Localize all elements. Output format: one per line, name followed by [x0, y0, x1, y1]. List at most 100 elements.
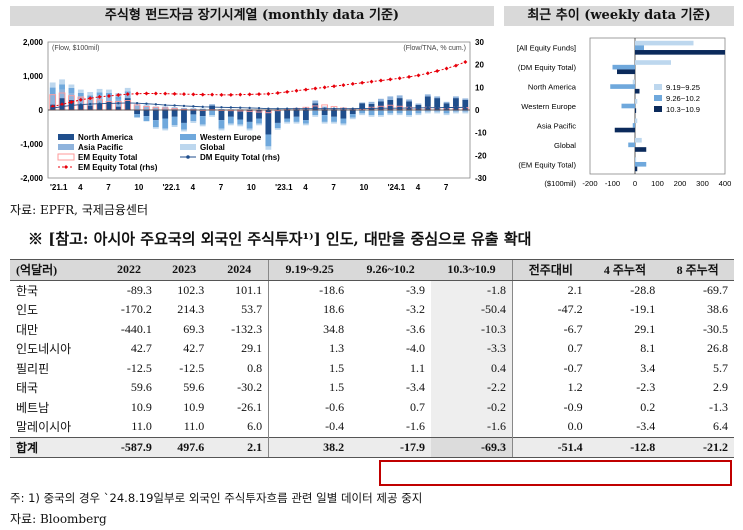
source-epfr: 자료: EPFR, 국제금융센터	[10, 203, 149, 217]
bar-global	[227, 123, 234, 126]
legend-label: EM Equity Total (rhs)	[78, 163, 158, 172]
bar-north-america	[171, 110, 178, 117]
legend-swatch	[654, 106, 662, 112]
dm-rhs-point	[220, 106, 223, 109]
table-cell: -51.4	[512, 436, 589, 458]
bar-10.3~10.9	[635, 147, 647, 152]
bar-north-america	[190, 110, 197, 115]
bar-10.3~10.9	[614, 127, 635, 133]
bar-global	[152, 127, 159, 129]
x-tick: 200	[674, 179, 687, 188]
footnote: 주: 1) 중국의 경우 `24.8.19일부로 외국인 주식투자흐름 관련 일…	[10, 491, 423, 505]
y-left-label: (Flow, $100mil)	[52, 45, 99, 52]
bar-asia-pacific	[396, 95, 403, 99]
em-rhs-point	[210, 92, 215, 97]
monthly-flow-chart: 2,000 1,000 0 -1,000 -2,000 30 20 10 0 -10 -20 -30 (…	[20, 38, 487, 192]
bar-north-america	[453, 98, 459, 110]
bar-global	[331, 121, 337, 124]
bar-asia-pacific	[143, 105, 150, 110]
bar-global	[87, 91, 94, 96]
y-right-tick: 10	[475, 83, 484, 92]
bar-asia-pacific	[152, 106, 159, 110]
x-tick: 100	[651, 179, 664, 188]
total-row: 합계 -587.9 497.6 2.1 38.2 -17.9 -69.3 -51.4 -12.8…	[10, 436, 734, 458]
bar-10.3~10.9	[635, 50, 725, 55]
column-header: 2023	[157, 259, 211, 281]
y-left-tick: -2,000	[20, 174, 43, 183]
table-cell: -0.2	[431, 397, 513, 417]
dm-rhs-point	[182, 104, 186, 108]
dm-rhs-point	[276, 107, 279, 110]
bar-global	[415, 113, 422, 116]
bar-north-america	[434, 98, 441, 110]
bar-north-america	[293, 110, 300, 117]
bar-asia-pacific	[424, 94, 431, 97]
bar-9.19~9.25	[635, 157, 637, 162]
bar-9.26~10.2	[621, 103, 635, 109]
legend-label: 10.3~10.9	[666, 105, 700, 114]
x-tick: '22.1	[163, 183, 181, 192]
x-tick: 300	[696, 179, 709, 188]
bar-western-europe	[359, 110, 366, 114]
bar-asia-pacific	[59, 89, 65, 99]
dm-rhs-point	[398, 106, 401, 110]
legend-marker	[64, 165, 68, 169]
dm-rhs-point	[295, 107, 298, 110]
bar-global	[434, 111, 441, 114]
bar-western-europe	[387, 110, 394, 114]
em-rhs-point	[388, 77, 393, 82]
em-rhs-point	[275, 91, 280, 95]
legend-swatch	[58, 134, 74, 140]
legend-marker	[186, 155, 190, 159]
table-cell: -28.8	[630, 282, 656, 297]
legend-swatch	[654, 95, 662, 101]
table-cell: 18.6	[268, 300, 351, 320]
row-label: 합계	[10, 436, 101, 458]
em-rhs-point	[322, 85, 327, 90]
x-tick: 7	[331, 183, 336, 192]
dm-rhs-point	[60, 105, 64, 108]
em-rhs-point	[435, 69, 440, 74]
row-label: 태국	[16, 381, 39, 396]
bar-global	[171, 125, 178, 127]
y-right-label: (Flow/TNA, % cum.)	[403, 45, 466, 52]
bar-western-europe	[162, 118, 169, 129]
bar-global	[359, 113, 366, 116]
bar-western-europe	[434, 110, 441, 112]
table-cell: 38.6	[707, 302, 728, 317]
table-cell: 0.8	[247, 360, 263, 375]
bar-9.19~9.25	[635, 137, 642, 143]
bar-global	[349, 117, 356, 120]
table-cell: 10.9	[183, 399, 205, 414]
right-chart-title: 최근 추이 (weekly data 기준)	[504, 6, 734, 26]
bar-global	[462, 111, 469, 114]
bar-asia-pacific	[359, 102, 366, 104]
bar-9.26~10.2	[635, 161, 647, 167]
bar-western-europe	[274, 122, 281, 129]
table-cell: -0.4	[268, 417, 351, 437]
bar-global	[49, 82, 56, 88]
bar-western-europe	[181, 122, 187, 130]
highlight-box	[379, 460, 732, 486]
table-cell: -30.2	[237, 380, 263, 395]
x-tick: 4	[191, 183, 196, 192]
em-rhs-point	[163, 91, 168, 96]
bar-north-america	[302, 110, 309, 121]
dm-rhs-point	[98, 102, 101, 105]
em-rhs-point	[116, 93, 121, 98]
bar-western-europe	[256, 118, 262, 124]
x-tick: 4	[416, 183, 421, 192]
dm-rhs-point	[304, 107, 308, 110]
table-cell: -3.6	[406, 321, 426, 336]
bar-global	[340, 123, 347, 126]
table-cell: 29.1	[241, 341, 263, 356]
column-header: 9.26~10.2	[350, 259, 432, 281]
bar-asia-pacific	[49, 94, 56, 105]
table-cell: 1.1	[410, 360, 426, 375]
bar-9.19~9.25	[635, 118, 638, 124]
table-row: 태국 59.6 59.6 -30.2 1.5 -3.4 -2.2 1.2 -2.3 2.9	[10, 378, 734, 398]
em-rhs-point	[69, 100, 74, 105]
dm-rhs-point	[79, 103, 83, 106]
bar-western-europe	[321, 115, 328, 122]
table-cell: -2.3	[636, 380, 656, 395]
